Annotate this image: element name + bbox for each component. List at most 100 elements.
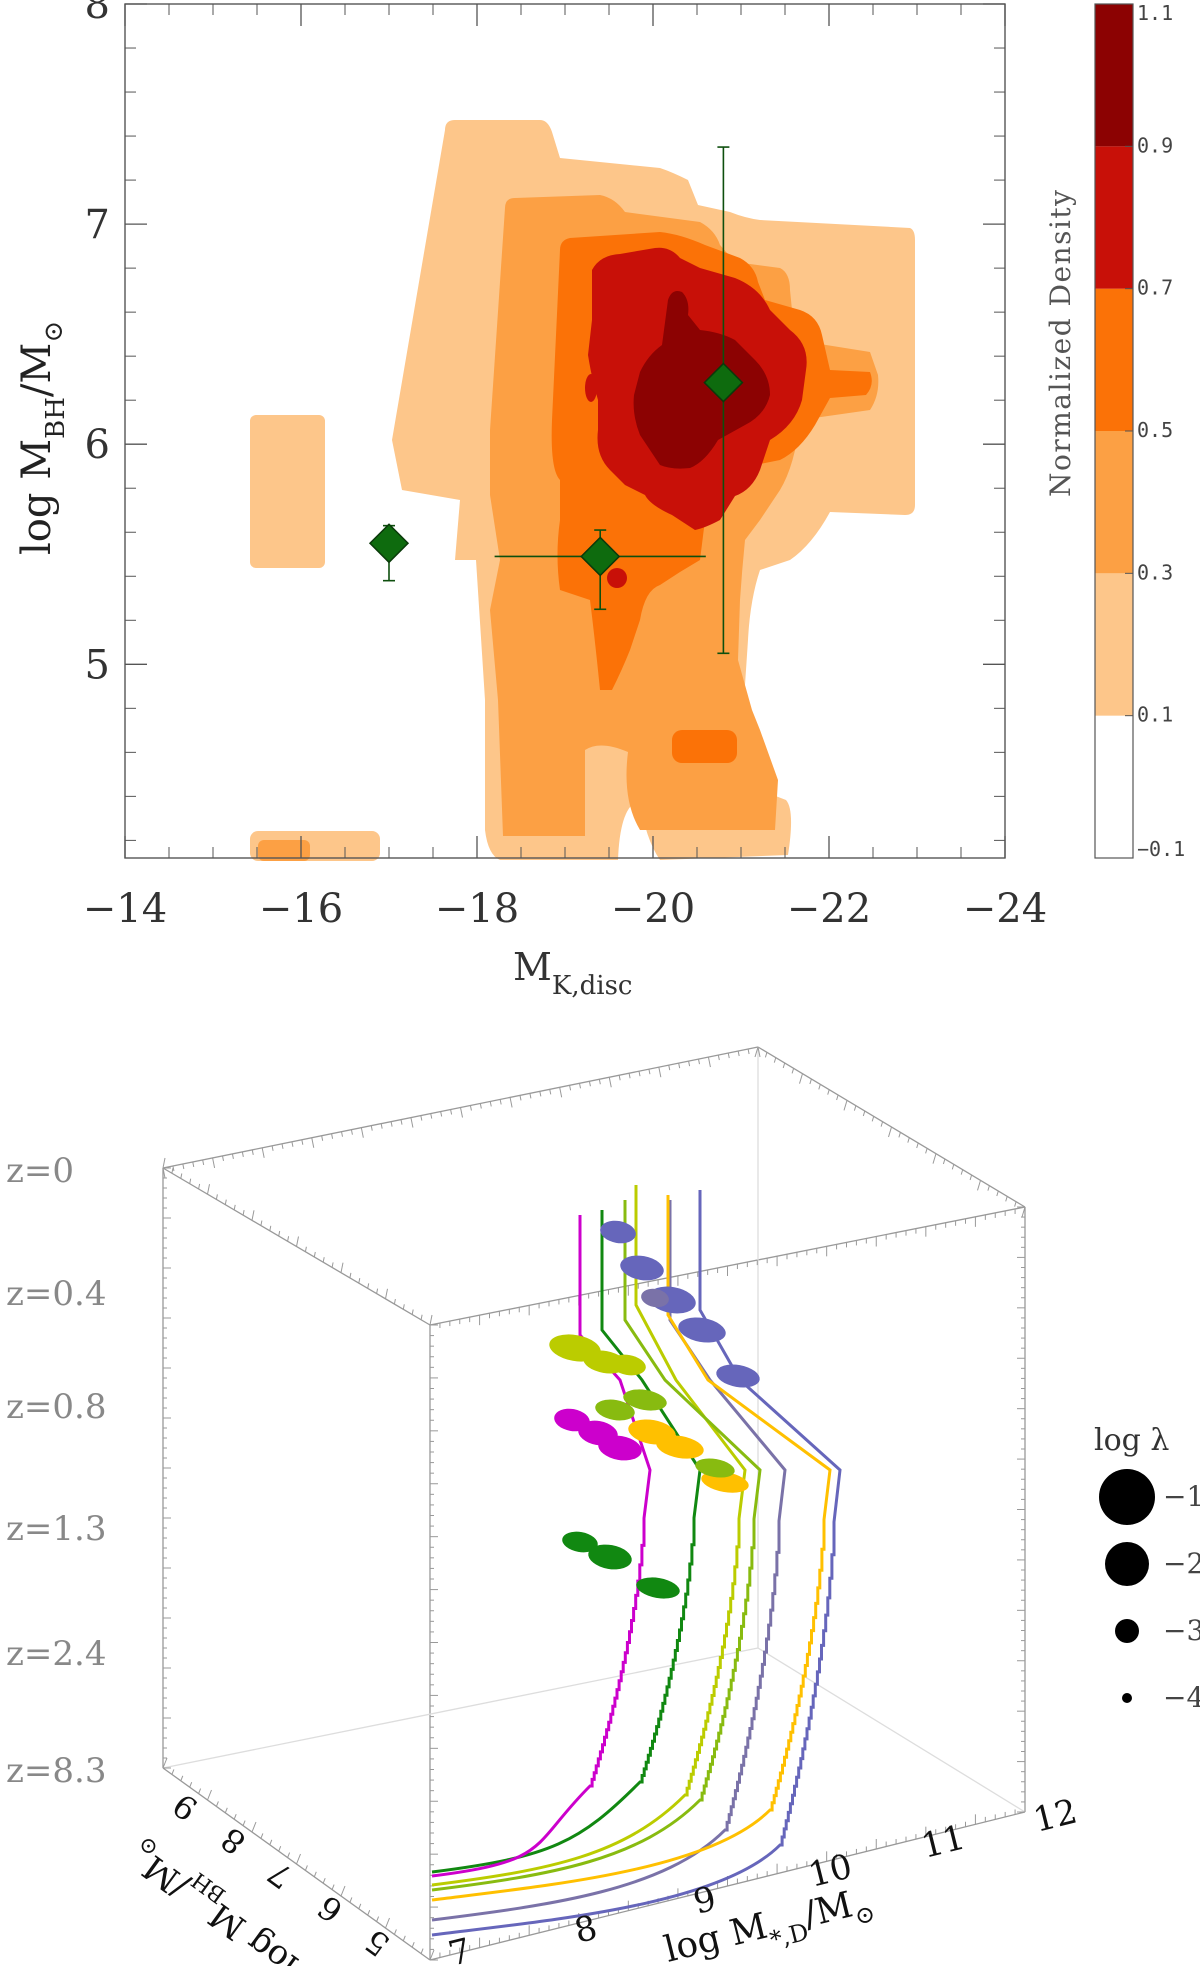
tracks-3d-panel: z=0 z=0.4 z=0.8 z=1.3 z=2.4 z=8.3 7 8 9 …	[6, 1046, 1200, 1966]
y-tick-label: 7	[261, 1854, 300, 1897]
box-tick	[737, 1050, 740, 1057]
box-tick	[192, 1161, 195, 1168]
accretion-marker	[600, 1220, 636, 1244]
box-tick	[224, 1199, 227, 1205]
box-tick	[207, 1184, 210, 1195]
growth-track	[431, 1200, 762, 1892]
y-tick-label: 6	[311, 1888, 350, 1931]
box-tick	[162, 1157, 166, 1169]
box-tick	[925, 1148, 928, 1154]
box-tick	[242, 1210, 245, 1216]
colorbar: −0.1 0.1 0.3 0.5 0.7 0.9 1.1	[1094, 1, 1185, 861]
accretion-marker	[623, 1389, 667, 1411]
box-tick	[202, 1159, 205, 1166]
y-tick-label: 8	[214, 1820, 253, 1863]
box-tick	[260, 1220, 263, 1226]
x-tick-label: −24	[963, 886, 1047, 932]
box-tick	[987, 1185, 990, 1191]
y-tick-label: 5	[85, 642, 110, 688]
box-tick	[932, 1153, 937, 1164]
size-legend-label: −3	[1163, 1614, 1200, 1647]
z-label: z=8.3	[6, 1751, 106, 1791]
box-tick	[287, 1236, 290, 1242]
box-tick	[469, 1105, 472, 1111]
box-tick	[301, 1139, 304, 1145]
size-legend-marker	[1105, 1542, 1149, 1586]
box-tick	[871, 1116, 875, 1122]
box-tick	[880, 1121, 884, 1127]
y-axis-ticks: 5 6 7 8	[85, 0, 1005, 841]
size-legend: log λ −1 −2 −3 −4	[1094, 1423, 1200, 1714]
z-label: z=1.3	[6, 1509, 106, 1549]
box-tick	[321, 1135, 324, 1141]
box-tick	[996, 1190, 999, 1197]
box-tick	[688, 1061, 691, 1067]
box-tick	[340, 1262, 344, 1273]
box-tick	[773, 1057, 777, 1063]
box-tick	[304, 1246, 307, 1252]
box-tick	[411, 1942, 415, 1948]
box-tick	[313, 1251, 316, 1258]
contour-level-5	[633, 291, 770, 469]
growth-track	[431, 1215, 652, 1878]
x-tick-label: 7	[445, 1931, 476, 1966]
box-tick	[331, 1133, 334, 1139]
box-tick	[341, 1131, 343, 1137]
contour-left-island	[250, 415, 325, 568]
colorbar-tick-label: −0.1	[1137, 837, 1185, 861]
box-tick	[180, 1173, 183, 1179]
y-tick-label: 5	[358, 1922, 397, 1965]
box-tick	[215, 1194, 218, 1200]
box-tick	[261, 1147, 265, 1158]
box-tick	[233, 1204, 236, 1210]
box-tick	[907, 1137, 910, 1143]
box-tick	[376, 1916, 380, 1922]
box-tick	[222, 1155, 224, 1161]
box-tick	[648, 1069, 651, 1075]
growth-tracks	[431, 1185, 842, 1937]
box-tick	[888, 1126, 892, 1138]
x-tick-label: 9	[690, 1879, 721, 1923]
box-tick	[420, 1314, 423, 1320]
box-tick	[717, 1054, 720, 1061]
contour-red-blob-left	[585, 374, 597, 402]
colorbar-tick-label: 0.5	[1137, 418, 1173, 442]
accretion-marker	[641, 1288, 669, 1308]
box-tick	[608, 1077, 612, 1088]
contour-small-patch	[672, 730, 737, 763]
colorbar-title: Normalized Density	[1044, 189, 1077, 498]
box-tick	[509, 1097, 513, 1108]
box-tick	[843, 1100, 848, 1111]
contour-bottom-strip-inner	[258, 840, 310, 861]
box-tick	[278, 1230, 281, 1237]
box-tick	[198, 1183, 201, 1190]
accretion-marker	[656, 1435, 704, 1459]
box-tick	[251, 1821, 257, 1833]
accretion-marker	[678, 1317, 726, 1343]
x-axis-label: MK,disc	[513, 945, 632, 1001]
x-axis-ticks: −14 −16 −18 −20 −22 −24	[83, 4, 1047, 932]
box-tick	[162, 1757, 168, 1769]
box-tick	[598, 1079, 601, 1085]
box-tick	[942, 1158, 946, 1165]
accretion-marker	[598, 1435, 642, 1461]
box-tick	[251, 1210, 255, 1221]
colorbar-tick-label: 1.1	[1137, 1, 1173, 25]
box-tick	[269, 1839, 273, 1845]
box-tick	[304, 1865, 308, 1871]
box-tick	[207, 1789, 212, 1801]
colorbar-swatch	[1095, 4, 1133, 147]
accretion-markers	[549, 1220, 760, 1599]
box-tick	[390, 1121, 393, 1127]
colorbar-swatch	[1095, 573, 1133, 716]
box-tick	[331, 1884, 335, 1890]
y-tick-label: 7	[85, 202, 110, 248]
z-label: z=2.4	[6, 1634, 106, 1674]
box-tick	[287, 1852, 291, 1858]
growth-track	[431, 1200, 787, 1922]
box-tick	[370, 1125, 373, 1131]
box-tick	[278, 1846, 282, 1852]
box-tick	[499, 1099, 502, 1105]
box-tick	[393, 1298, 396, 1305]
